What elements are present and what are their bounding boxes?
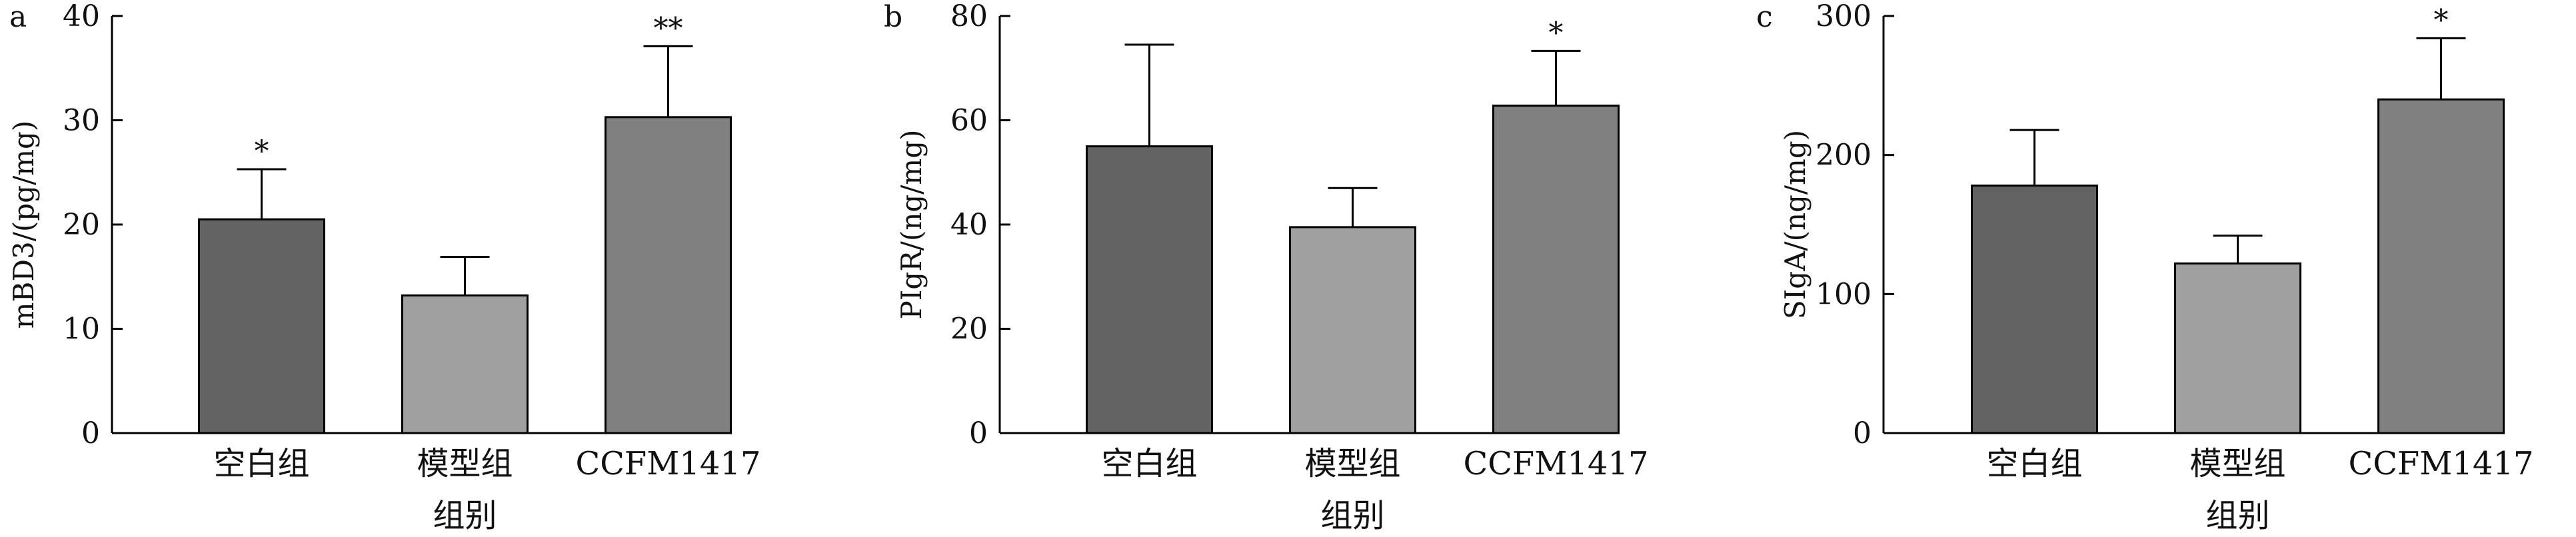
bar	[605, 116, 732, 434]
chart-panel-b: b 0 20 40 60 80 PIgR/(ng/mg) 空白组 模型组 * CCFM1417 组别	[884, 0, 1649, 534]
y-tick-label: 100	[1816, 277, 1872, 311]
panel-label: a	[9, 0, 27, 34]
y-tick-label: 20	[63, 208, 100, 242]
x-axis-label: 组别	[433, 497, 497, 534]
y-tick-label: 200	[1816, 139, 1872, 173]
x-axis-label: 组别	[1320, 497, 1384, 534]
y-tick-label: 0	[969, 416, 988, 450]
y-tick-label: 30	[63, 104, 100, 138]
y-tick-label: 0	[1853, 416, 1872, 450]
panel-label: b	[884, 0, 902, 34]
panel-label: c	[1756, 0, 1773, 34]
bar	[2377, 98, 2505, 434]
y-tick-label: 300	[1816, 0, 1872, 33]
bar	[1971, 185, 2098, 434]
x-category-label: CCFM1417	[1463, 445, 1648, 482]
x-category-label: CCFM1417	[575, 445, 760, 482]
x-category-label: 空白组	[1986, 445, 2082, 482]
bar	[1492, 105, 1620, 434]
x-category-label: 空白组	[213, 445, 309, 482]
y-axis-label: SIgA/(ng/mg)	[1779, 130, 1812, 319]
bar	[401, 294, 529, 434]
y-tick-label: 0	[81, 416, 100, 450]
x-axis-label: 组别	[2205, 497, 2269, 534]
y-tick-label: 10	[63, 312, 100, 346]
x-category-label: 模型组	[417, 445, 513, 482]
y-tick-label: 80	[950, 0, 988, 33]
y-tick-label: 40	[63, 0, 100, 33]
y-tick-label: 40	[950, 208, 988, 242]
x-category-label: 模型组	[2189, 445, 2285, 482]
significance-marker: *	[2434, 3, 2449, 37]
chart-panel-c: c 0 100 200 300 SIgA/(ng/mg) 空白组 模型组 * CCFM1417 组别	[1756, 0, 2534, 534]
x-category-label: CCFM1417	[2348, 445, 2533, 482]
bar	[2174, 262, 2301, 434]
significance-marker: **	[654, 11, 683, 45]
bar	[1086, 145, 1213, 434]
y-tick-label: 60	[950, 104, 988, 138]
y-axis-label: mBD3/(pg/mg)	[7, 121, 40, 329]
significance-marker: *	[1549, 16, 1564, 50]
chart-panel-a: a 0 10 20 30 40 mBD3/(pg/mg) * 空白组 模型组 ** CCFM1417 组…	[7, 0, 761, 534]
x-category-label: 模型组	[1304, 445, 1400, 482]
y-tick-label: 20	[950, 312, 988, 346]
x-category-label: 空白组	[1101, 445, 1197, 482]
bar	[1289, 226, 1416, 434]
significance-marker: *	[255, 135, 269, 169]
y-axis-label: PIgR/(ng/mg)	[895, 129, 928, 319]
bar	[198, 218, 325, 434]
